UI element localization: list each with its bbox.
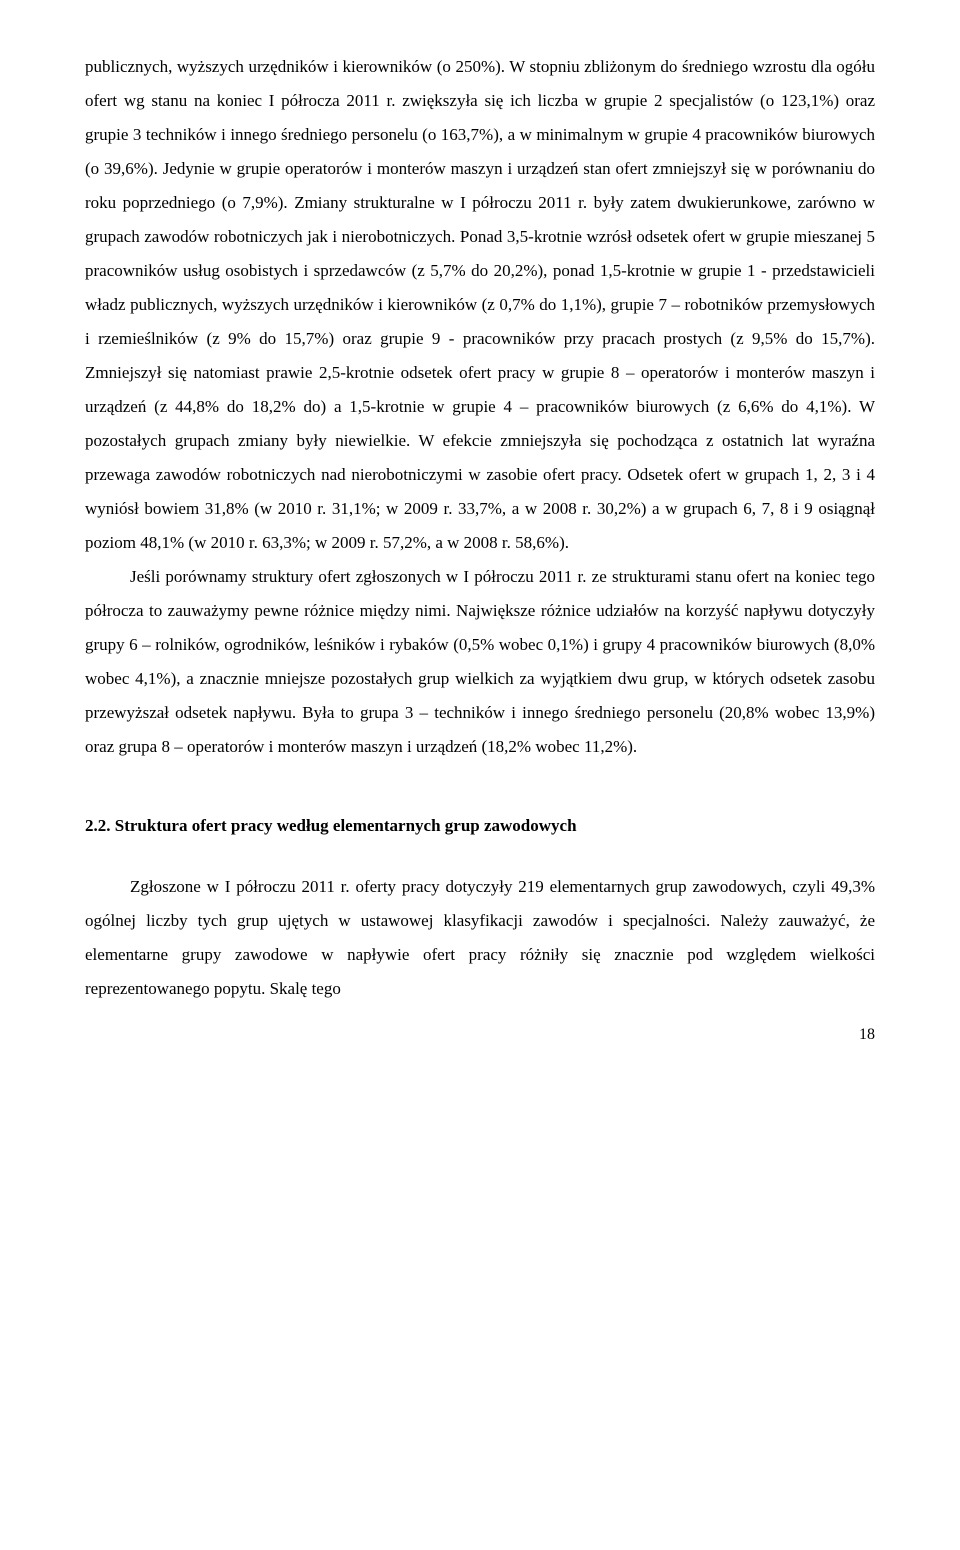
spacer — [85, 764, 875, 782]
section-heading: 2.2. Struktura ofert pracy według elemen… — [85, 816, 875, 836]
document-page: publicznych, wyższych urzędników i kiero… — [0, 0, 960, 1084]
paragraph-3: Zgłoszone w I półroczu 2011 r. oferty pr… — [85, 870, 875, 1006]
paragraph-1: publicznych, wyższych urzędników i kiero… — [85, 50, 875, 560]
paragraph-2: Jeśli porównamy struktury ofert zgłoszon… — [85, 560, 875, 764]
page-number: 18 — [85, 1026, 875, 1044]
